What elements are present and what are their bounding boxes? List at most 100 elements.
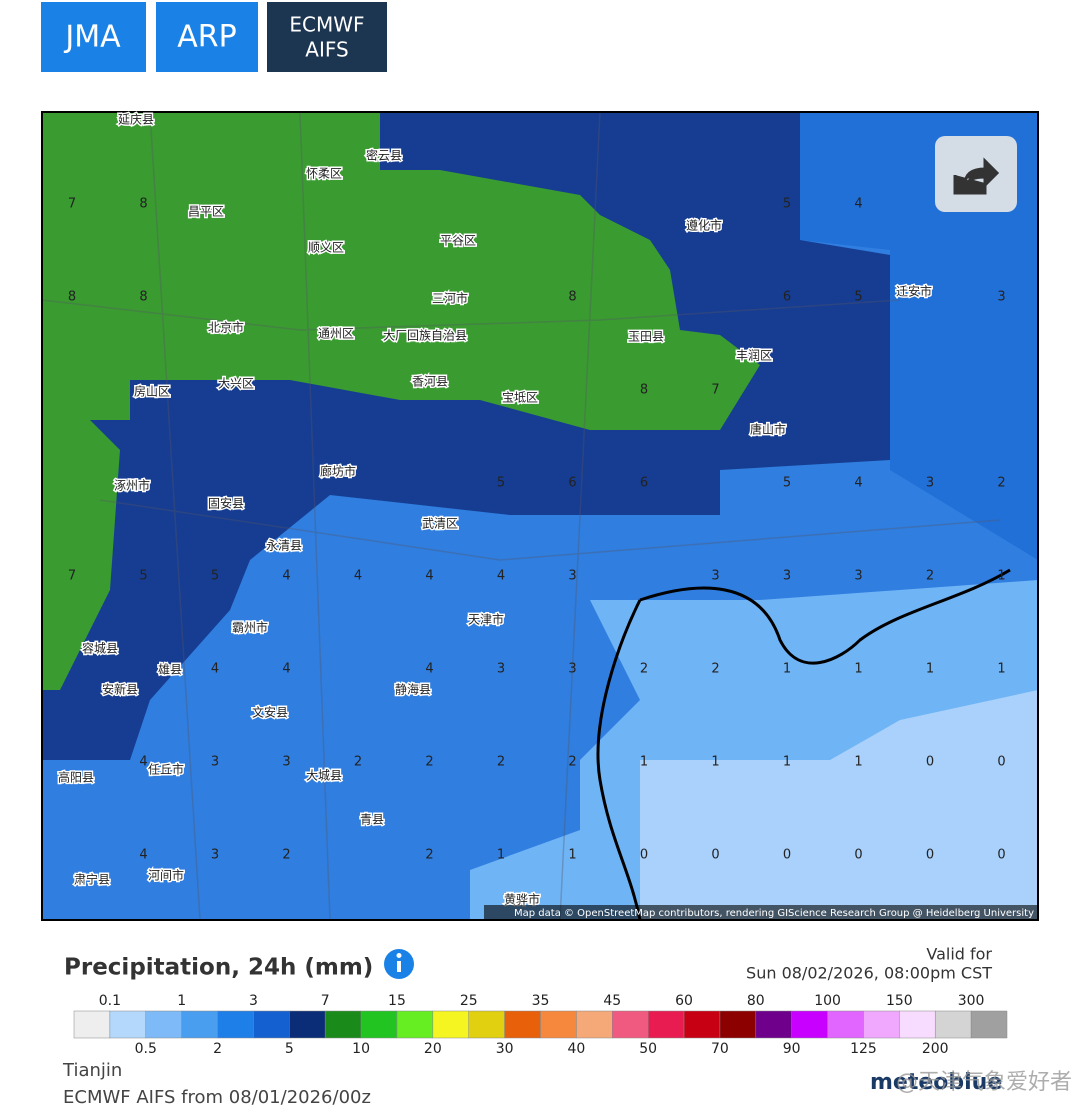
tab-label[interactable]: ECMWF: [289, 13, 364, 37]
legend-threshold: 25: [460, 993, 478, 1009]
tabs: JMA ARP ECMWF AIFS: [41, 2, 387, 72]
tab-label[interactable]: JMA: [63, 20, 121, 55]
legend-threshold: 0.5: [135, 1041, 157, 1057]
legend-swatch: [468, 1010, 505, 1039]
tab-label[interactable]: AIFS: [305, 38, 348, 62]
place-label: 大兴区: [218, 377, 254, 391]
legend-swatch: [934, 1010, 972, 1039]
attribution: Map data © OpenStreetMap contributors, r…: [514, 908, 1034, 919]
grid-value: 2: [425, 848, 433, 863]
legend-swatch: [863, 1010, 900, 1039]
place-label: 三河市: [432, 291, 468, 306]
legend-swatch: [289, 1010, 326, 1039]
place-label: 雄县: [158, 662, 182, 677]
grid-value: 3: [926, 476, 934, 491]
tab-ecmwf[interactable]: [267, 2, 387, 72]
grid-value: 3: [282, 755, 290, 770]
legend-threshold: 20: [424, 1041, 442, 1057]
place-label: 霸州市: [232, 620, 268, 635]
info-icon[interactable]: [396, 953, 402, 972]
share-icon[interactable]: [953, 157, 1000, 195]
legend-threshold: 5: [285, 1041, 294, 1057]
grid-value: 0: [640, 848, 648, 863]
grid-value: 1: [497, 848, 505, 863]
place-label: 廊坊市: [320, 464, 356, 479]
map: 7 8 5 4 8 8 8 6 5 3 8 7 5 6 6 5 4 3 2 7 5 5 4 4 4 4 3 3 3 3 2 1 4 4 4 3 3 2 2 1…: [41, 111, 1039, 921]
grid-value: 5: [139, 569, 147, 584]
grid-value: 0: [854, 848, 862, 863]
grid-value: 3: [497, 662, 505, 677]
legend-swatch: [253, 1010, 290, 1039]
legend-swatch: [576, 1010, 613, 1039]
legend-swatch: [181, 1010, 218, 1039]
legend-threshold: 7: [321, 993, 330, 1009]
grid-value: 1: [711, 755, 719, 770]
legend-threshold: 50: [639, 1041, 657, 1057]
legend-swatch: [217, 1010, 254, 1039]
grid-value: 8: [640, 383, 648, 398]
grid-value: 1: [854, 662, 862, 677]
legend-swatch: [791, 1010, 828, 1039]
place-label: 大城县: [306, 769, 342, 783]
place-label: 顺义区: [308, 241, 344, 255]
place-label: 通州区: [318, 327, 354, 341]
grid-value: 4: [139, 848, 147, 863]
legend-swatch: [396, 1010, 434, 1039]
grid-value: 2: [497, 755, 505, 770]
grid-value: 3: [711, 569, 719, 584]
grid-value: 8: [139, 290, 147, 305]
legend-swatch: [109, 1010, 147, 1039]
grid-values: 7 8 5 4 8 8 8 6 5 3 8 7 5 6 6 5 4 3 2 7 5 5 4 4 4 4 3 3 3 3 2 1 4 4 4 3 3 2 2 1…: [68, 197, 1006, 863]
place-label: 高阳县: [58, 770, 94, 785]
place-label: 涿州市: [114, 478, 150, 493]
grid-value: 3: [783, 569, 791, 584]
grid-value: 4: [854, 197, 862, 212]
place-label: 固安县: [208, 496, 244, 511]
legend-threshold: 30: [496, 1041, 514, 1057]
grid-value: 1: [783, 755, 791, 770]
legend-threshold: 90: [783, 1041, 801, 1057]
legend-threshold: 0.1: [99, 993, 121, 1009]
grid-value: 0: [926, 755, 934, 770]
tab-jma[interactable]: [41, 2, 146, 72]
tab-arp[interactable]: [156, 2, 258, 72]
legend-swatch: [324, 1010, 362, 1039]
grid-value: 6: [568, 476, 576, 491]
grid-value: 0: [926, 848, 934, 863]
legend-swatch: [145, 1010, 182, 1039]
grid-value: 4: [497, 569, 505, 584]
grid-value: 1: [783, 662, 791, 677]
grid-value: 0: [783, 848, 791, 863]
grid-value: 7: [68, 197, 76, 212]
place-label: 静海县: [395, 682, 431, 697]
legend-threshold: 3: [249, 993, 258, 1009]
legend-threshold: 40: [567, 1041, 585, 1057]
grid-value: 3: [997, 290, 1005, 305]
legend-threshold: 80: [747, 993, 765, 1009]
grid-value: 7: [711, 383, 719, 398]
place-label: 延庆县: [118, 113, 154, 127]
grid-value: 0: [997, 848, 1005, 863]
legend-swatch: [755, 1010, 792, 1039]
place-label: 黄骅市: [504, 892, 540, 907]
grid-value: 3: [211, 848, 219, 863]
place-label: 河间市: [148, 868, 184, 883]
legend-swatch: [899, 1010, 936, 1039]
grid-value: 2: [926, 569, 934, 584]
attribution-bg: [484, 905, 1038, 920]
tab-label[interactable]: ARP: [177, 20, 236, 55]
legend-threshold: 150: [886, 993, 913, 1009]
grid-value: 4: [282, 662, 290, 677]
grid-value: 6: [783, 290, 791, 305]
place-label: 天津市: [468, 612, 504, 627]
grid-value: 6: [640, 476, 648, 491]
grid-value: 7: [68, 569, 76, 584]
legend-swatch: [683, 1010, 721, 1039]
legend-threshold: 70: [711, 1041, 729, 1057]
grid-value: 2: [997, 476, 1005, 491]
place-label: 安新县: [102, 682, 138, 697]
grid-value: 1: [997, 569, 1005, 584]
legend-title: Precipitation, 24h (mm): [64, 955, 373, 981]
grid-value: 5: [211, 569, 219, 584]
